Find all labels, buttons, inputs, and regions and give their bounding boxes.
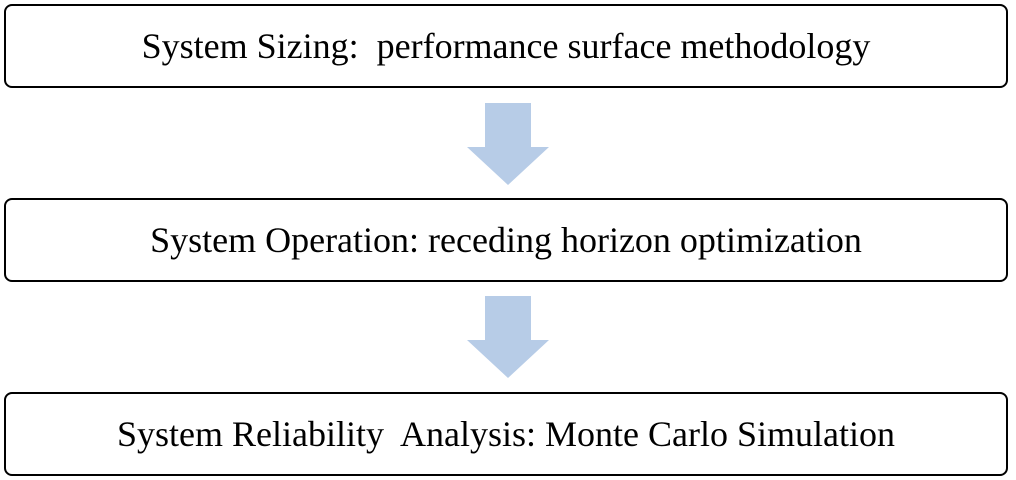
step-label-system-operation: System Operation: receding horizon optim… — [150, 220, 862, 260]
step-label-system-reliability: System Reliability Analysis: Monte Carlo… — [117, 414, 895, 454]
step-box-system-reliability: System Reliability Analysis: Monte Carlo… — [4, 392, 1008, 476]
step-box-system-sizing: System Sizing: performance surface metho… — [4, 4, 1008, 88]
step-box-system-operation: System Operation: receding horizon optim… — [4, 198, 1008, 282]
down-arrow-icon — [467, 103, 549, 185]
down-arrow-icon — [467, 296, 549, 378]
step-label-system-sizing: System Sizing: performance surface metho… — [141, 26, 871, 66]
